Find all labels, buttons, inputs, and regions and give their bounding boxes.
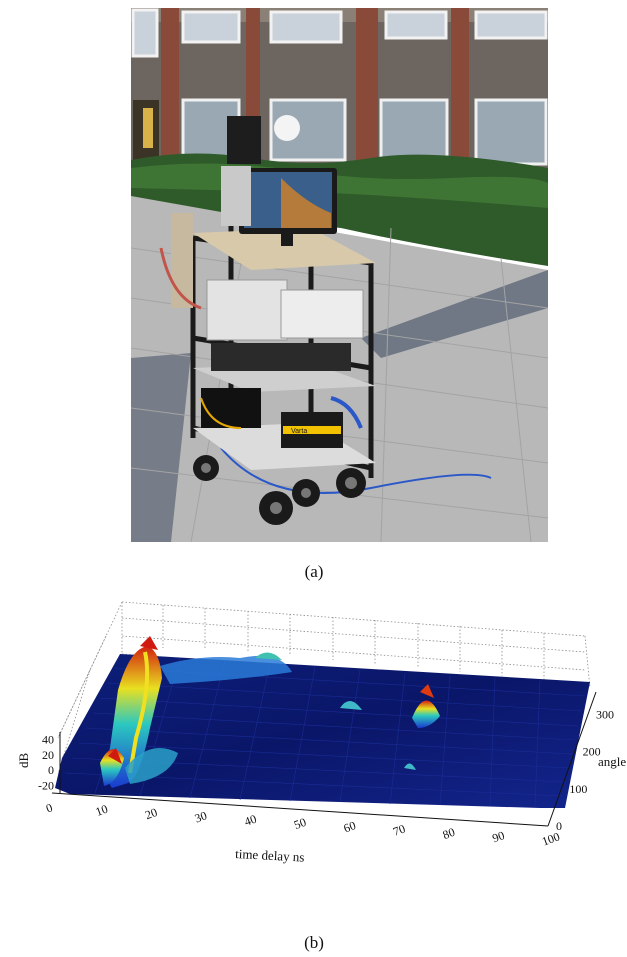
y-tick-label: 200	[583, 745, 601, 759]
battery-label: Varta	[291, 428, 307, 435]
caption-a: (a)	[304, 562, 324, 581]
z-axis-title: dB	[16, 753, 31, 769]
x-tick-label: 60	[342, 818, 358, 835]
x-tick-label: 90	[490, 828, 506, 845]
x-axis-line	[51, 792, 549, 827]
x-tick-labels: 0 10 20 30 40 50 60 70 80 90 100	[44, 800, 562, 848]
x-tick-label: 0	[44, 800, 54, 815]
x-tick-label: 50	[292, 815, 308, 832]
y-tick-labels: 0 100 200 300	[556, 707, 614, 833]
z-tick-label: 40	[42, 733, 54, 747]
x-tick-label: 80	[441, 825, 457, 842]
x-tick-label: 30	[193, 808, 209, 825]
z-tick-label: -20	[38, 778, 54, 792]
z-tick-label: 0	[48, 763, 54, 777]
y-tick-label: 300	[596, 707, 614, 721]
caption-b: (b)	[304, 933, 324, 952]
y-tick-label: 0	[556, 819, 562, 833]
surface-floor	[55, 654, 590, 808]
z-tick-label: 20	[42, 748, 54, 762]
x-tick-label: 70	[391, 821, 407, 838]
x-tick-label: 20	[143, 805, 159, 822]
measurement-trolley-photo: Varta	[131, 8, 548, 542]
x-tick-label: 40	[242, 812, 258, 829]
y-axis-line	[547, 691, 597, 827]
x-axis-title: time delay ns	[235, 846, 305, 865]
y-axis-title: angle	[598, 754, 626, 769]
x-tick-label: 10	[94, 802, 110, 819]
y-tick-label: 100	[569, 782, 587, 796]
x-tick-label: 100	[540, 829, 562, 848]
